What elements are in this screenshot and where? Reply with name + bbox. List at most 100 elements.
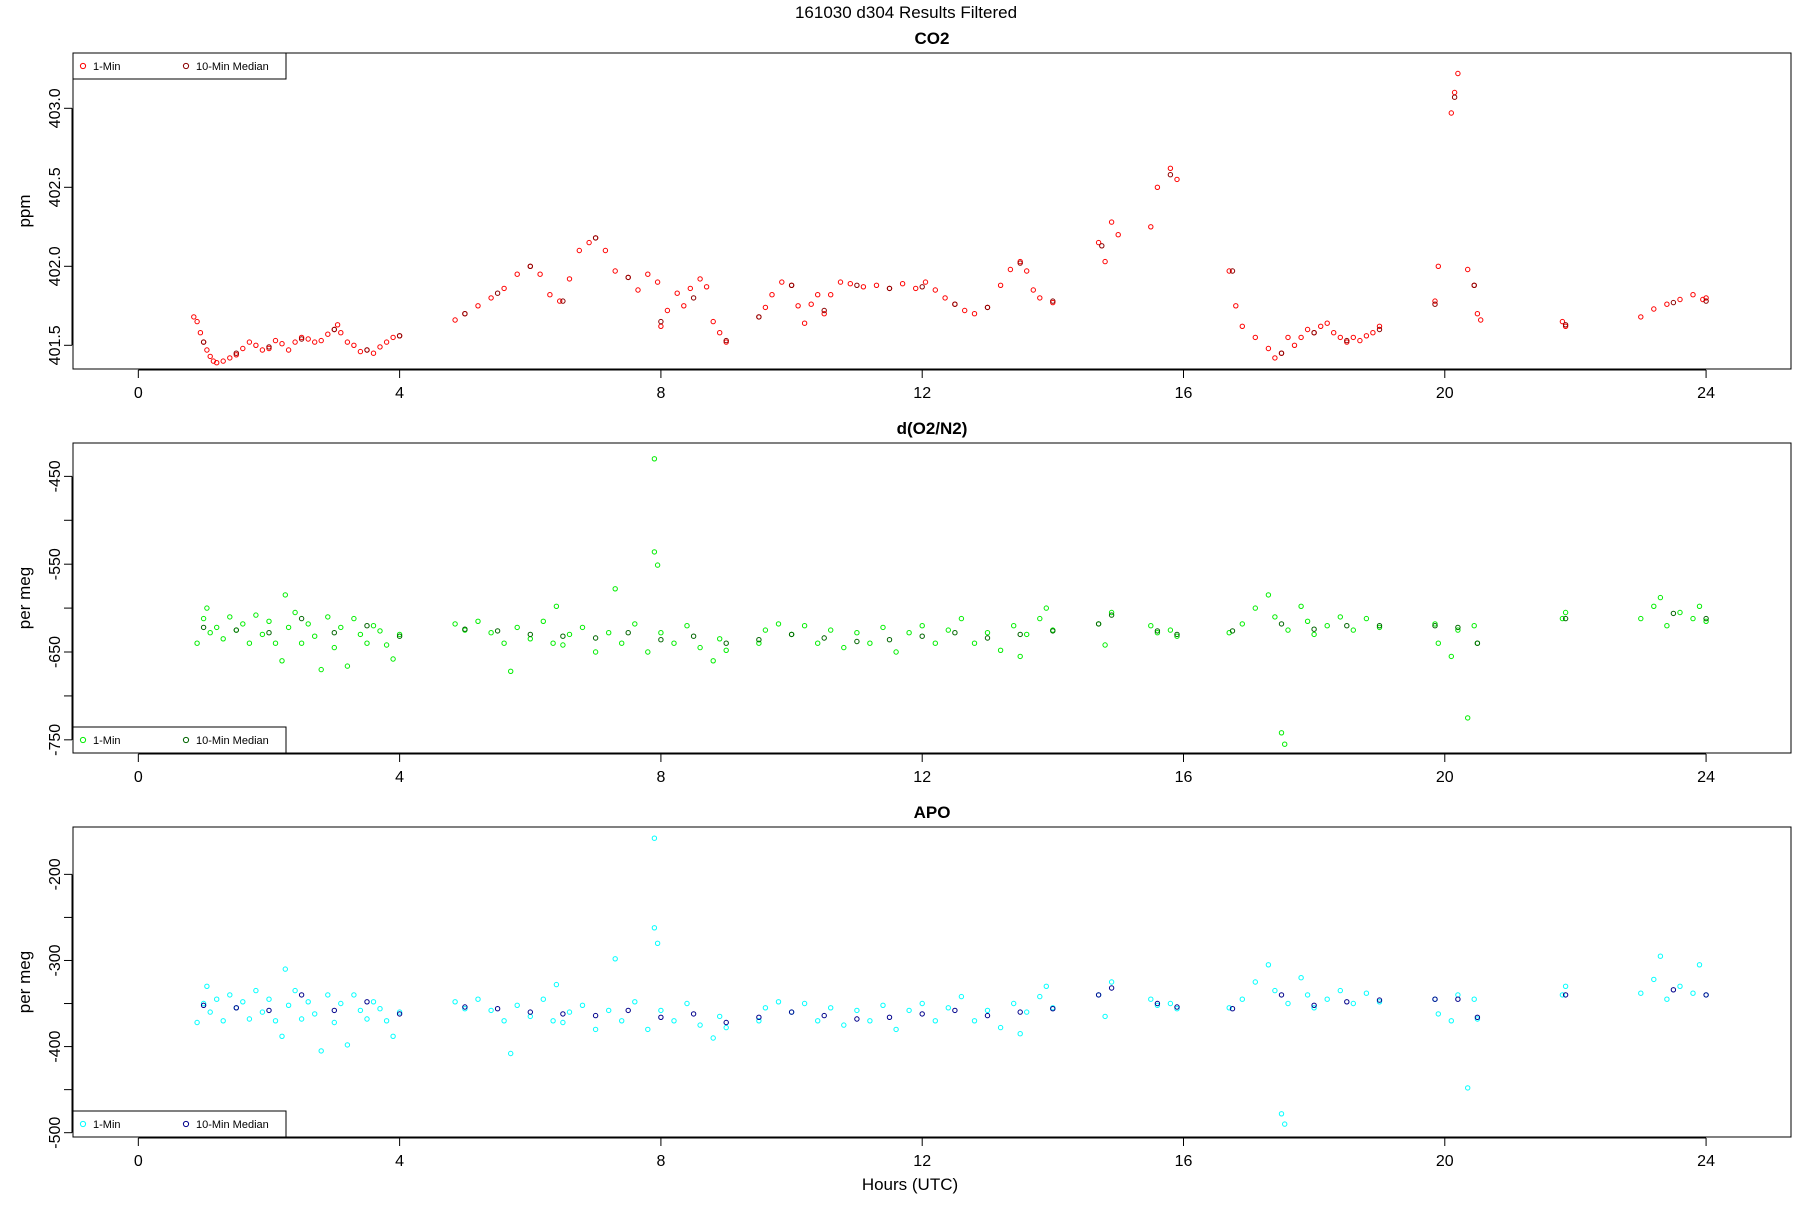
data-point [207,353,213,360]
data-point [462,626,468,632]
y-tick-label: -500 [47,1117,64,1149]
data-point [958,615,965,622]
data-point [501,285,507,292]
data-point [494,290,501,296]
data-point [1455,627,1461,633]
data-point [246,640,253,646]
data-point [194,1019,200,1026]
data-point [769,292,775,298]
data-point [240,345,246,352]
data-point [788,631,795,638]
data-point [253,987,259,994]
data-point [1664,996,1670,1002]
data-point [553,603,560,609]
data-point [318,666,324,673]
data-point [625,1007,631,1014]
plot-frame [72,826,1792,1138]
data-point [200,1000,207,1007]
plot-frame [72,442,1792,754]
data-point [1285,334,1291,341]
data-point [632,999,638,1005]
data-point [1703,295,1709,301]
data-point [1324,996,1330,1002]
x-tick-label: 0 [134,385,143,402]
data-point [1099,243,1105,249]
data-point [919,633,925,639]
data-point [658,318,664,325]
data-point [1108,219,1115,225]
data-point [1252,979,1259,985]
data-point [775,999,782,1005]
data-point [285,624,292,631]
data-point [220,358,226,364]
data-point [200,624,207,631]
data-point [971,1018,978,1024]
data-point [370,350,377,356]
data-point [475,303,481,309]
data-point [779,279,785,285]
data-point [220,1018,226,1024]
data-point [1282,741,1288,747]
data-point [550,640,556,646]
x-tick-label: 20 [1436,1153,1454,1170]
data-point [880,624,886,631]
data-point [1350,1000,1357,1007]
data-point [635,287,641,293]
data-point [272,640,279,646]
data-point [488,630,494,636]
data-point [253,342,259,348]
data-point [259,631,266,638]
data-point [945,627,951,633]
legend-box [72,726,287,754]
data-point [1102,258,1108,265]
data-point [1272,987,1278,994]
data-point [1108,979,1115,985]
data-point [540,996,546,1002]
data-point [1037,993,1043,1000]
data-point [1226,1005,1232,1011]
data-point [1229,268,1236,274]
data-point [553,981,560,988]
data-point [547,292,553,298]
data-point [674,290,680,296]
data-point [828,627,834,633]
data-point [1376,323,1383,329]
data-point [899,281,906,287]
data-point [1337,614,1344,620]
y-tick-label: 403.0 [47,88,64,128]
data-point [723,1024,729,1031]
data-point [997,647,1004,653]
data-point [1304,618,1311,624]
data-point [658,1014,664,1020]
data-point [1148,996,1154,1002]
data-point [984,304,991,311]
data-point [370,623,377,629]
data-point [1451,94,1458,100]
legend-marker [79,62,87,70]
data-point [1108,612,1115,618]
data-point [207,630,213,636]
data-point [1095,992,1102,998]
data-point [762,1005,769,1011]
data-point [1670,987,1677,993]
data-point [357,631,364,638]
data-point [1174,1004,1180,1010]
data-point [612,268,618,274]
data-point [338,330,344,336]
data-point [886,285,893,292]
data-point [1664,301,1670,307]
data-point [1474,311,1481,317]
data-point [854,630,860,636]
series-0 [194,456,1709,747]
data-point [710,658,716,664]
data-point [697,644,703,651]
data-point [227,355,233,361]
data-point [318,337,324,344]
data-point [1455,996,1461,1002]
x-tick-label: 8 [656,769,665,786]
data-point [625,274,631,281]
data-point [1304,326,1311,333]
data-point [1265,592,1272,598]
data-point [312,339,318,345]
data-point [1455,992,1461,998]
